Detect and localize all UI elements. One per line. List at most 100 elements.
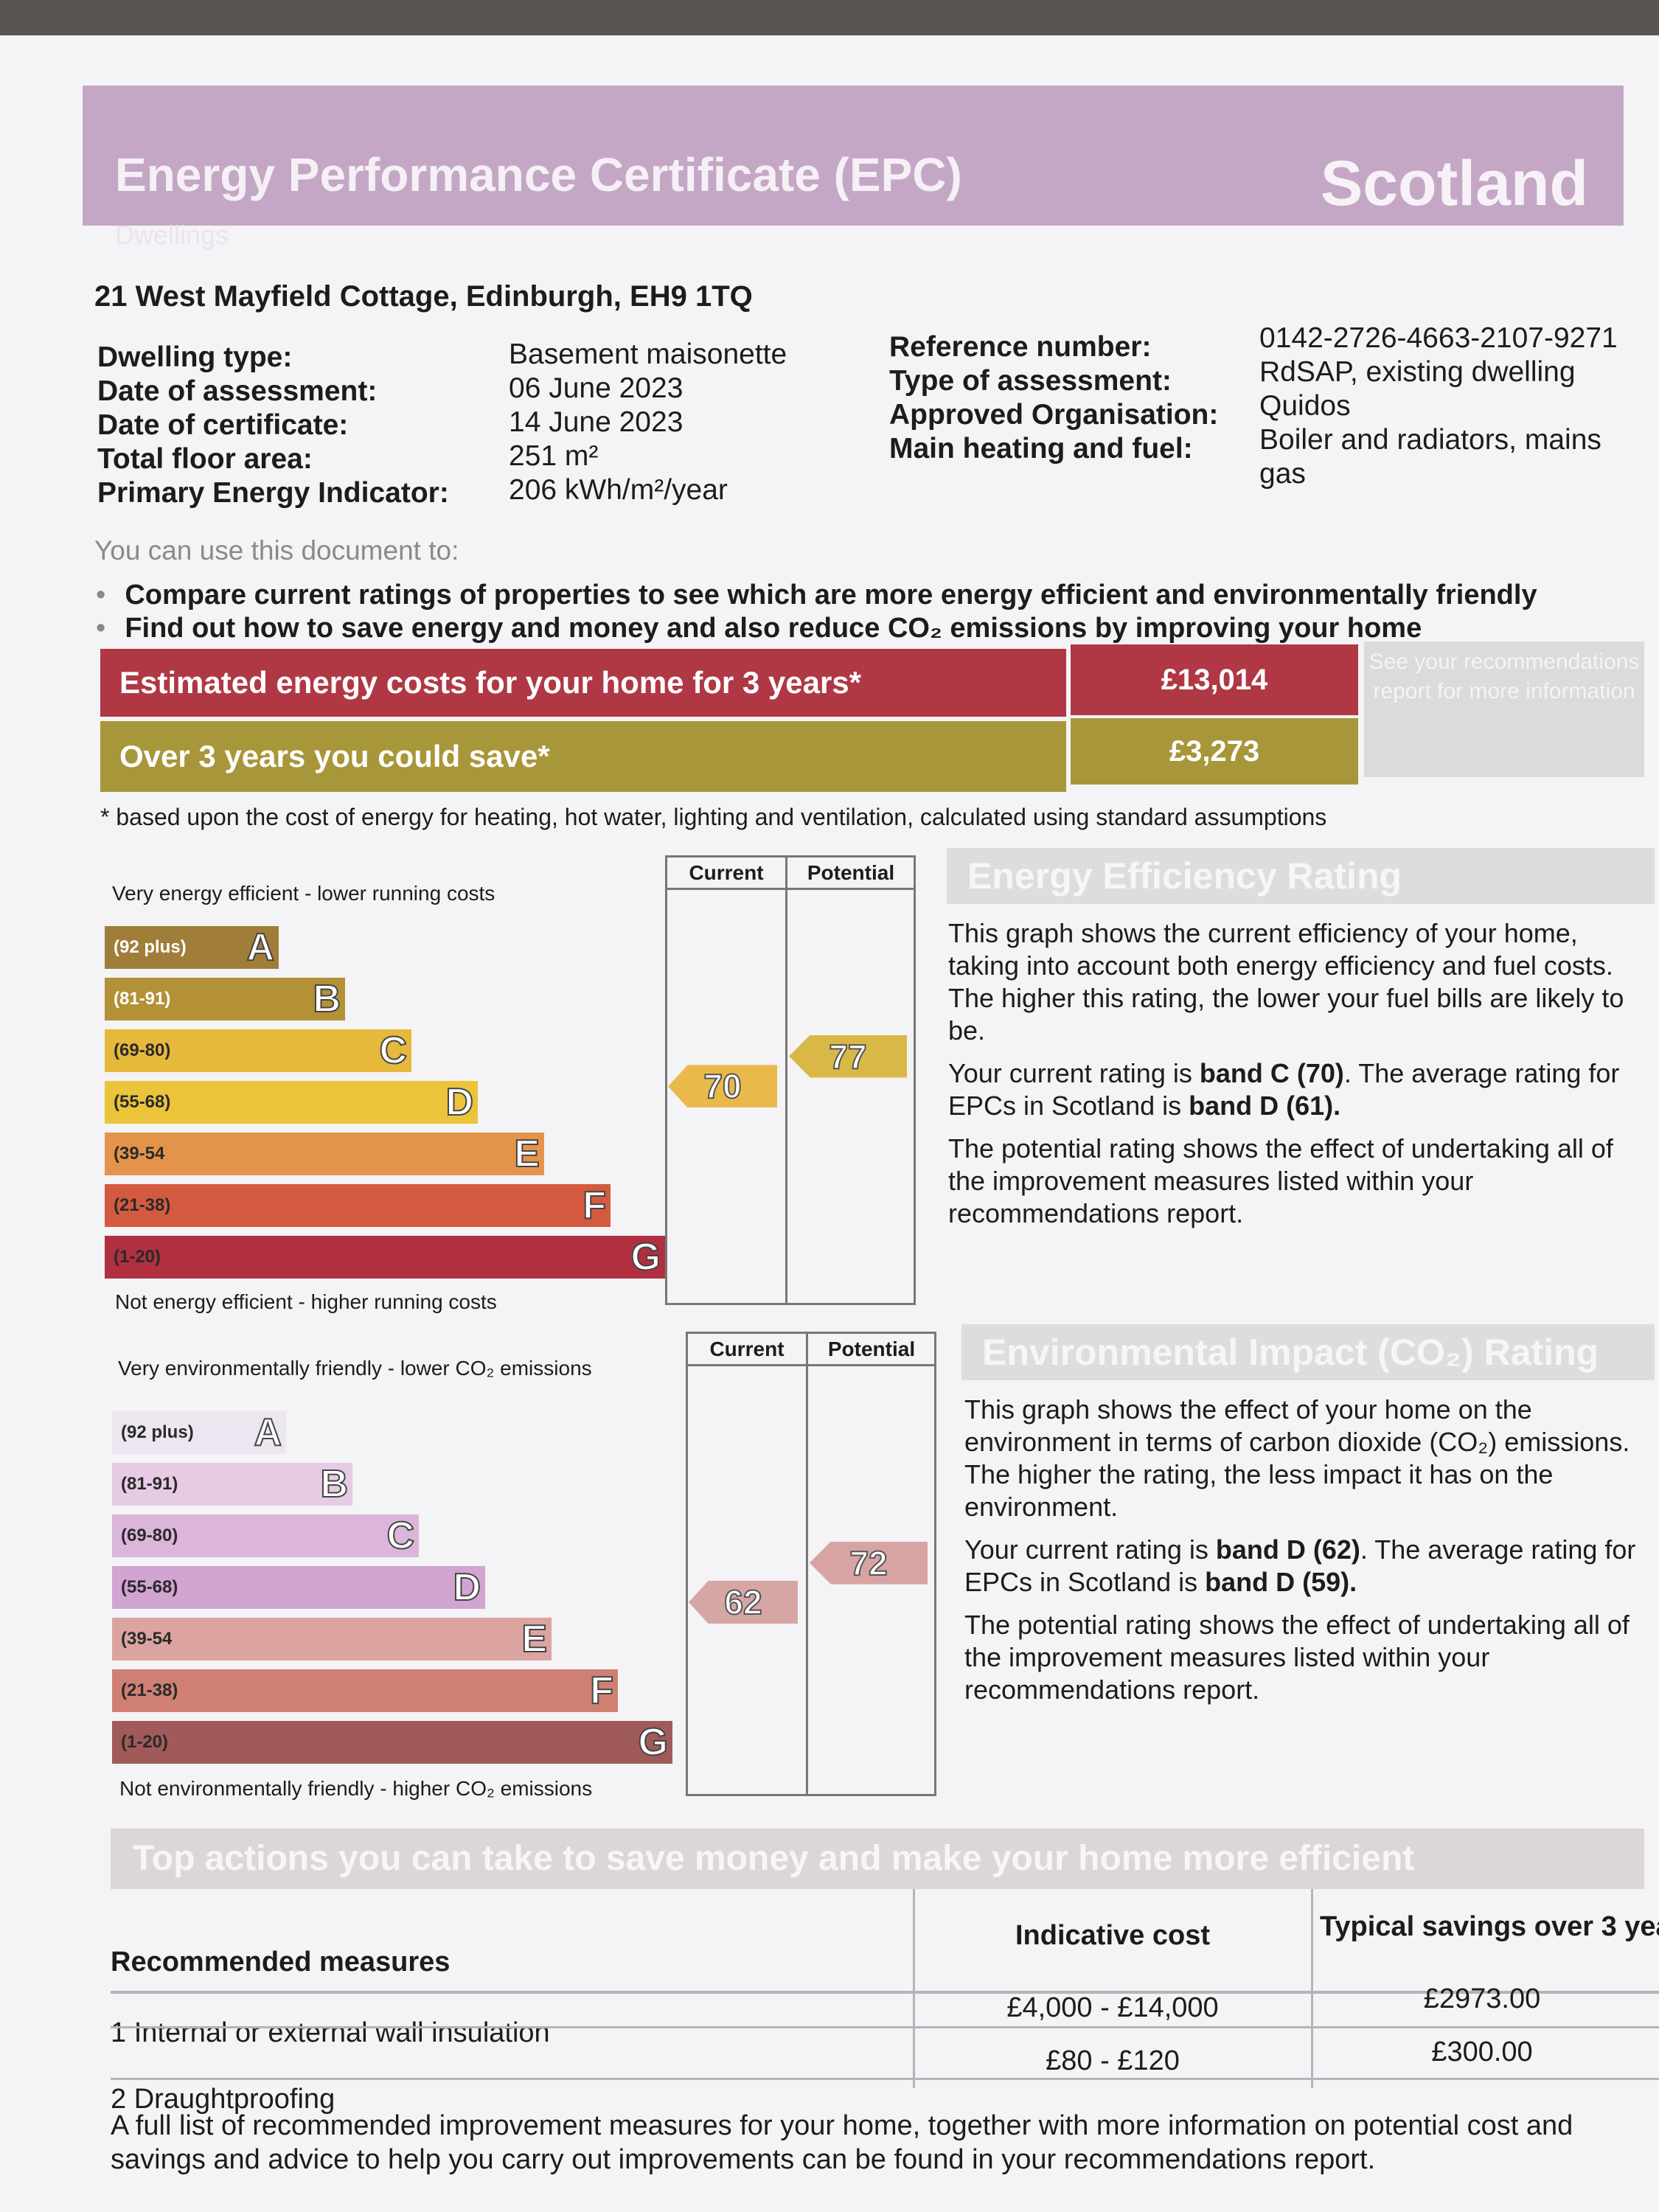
floor-area-value: 251 m² <box>509 440 599 472</box>
dwelling-type-value: Basement maisonette <box>509 338 787 370</box>
detail-label: Date of certificate: <box>97 409 349 441</box>
band-letter: B <box>319 1462 349 1506</box>
band-letter: E <box>521 1617 548 1661</box>
use-item: Find out how to save energy and money an… <box>125 613 1422 644</box>
approved-organisation-value: Quidos <box>1259 390 1351 422</box>
measure-savings: £300.00 <box>1431 2037 1533 2067</box>
details-left-values: Basement maisonette 06 June 2023 14 June… <box>509 338 787 507</box>
band-range: (21-38) <box>114 1195 171 1215</box>
savings-label: Over 3 years you could save* <box>119 739 550 773</box>
uses-list: • Compare current ratings of properties t… <box>96 580 1637 644</box>
costs-footnote: * based upon the cost of energy for heat… <box>100 804 1327 830</box>
property-address: 21 West Mayfield Cottage, Edinburgh, EH9… <box>94 280 753 313</box>
environmental-panel-title: Environmental Impact (CO₂) Rating <box>961 1324 1655 1380</box>
estimated-costs-row: Estimated energy costs for your home for… <box>100 649 1066 717</box>
top-actions-title: Top actions you can take to save money a… <box>111 1829 1644 1889</box>
measures-column-header: Recommended measures <box>111 1947 451 1978</box>
table-divider <box>1311 1889 1313 2088</box>
assessment-type-value: RdSAP, existing dwelling <box>1259 356 1576 388</box>
band-c: (69-80) C <box>112 1514 419 1558</box>
chart-top-caption: Very energy efficient - lower running co… <box>112 882 495 905</box>
band-range: (81-91) <box>121 1474 178 1494</box>
header-banner <box>83 86 1624 226</box>
detail-label: Total floor area: <box>97 443 313 475</box>
band-letter: A <box>253 1411 282 1455</box>
column-header-divider <box>665 888 916 890</box>
details-right-values: 0142-2726-4663-2107-9271 RdSAP, existing… <box>1259 321 1643 491</box>
savings-value: £3,273 <box>1071 718 1358 785</box>
certificate-title: Energy Performance Certificate (EPC) <box>115 148 962 201</box>
band-g: (1-20) G <box>105 1235 665 1279</box>
band-letter: F <box>582 1183 607 1228</box>
current-rating-arrow: 70 <box>668 1065 777 1108</box>
see-recommendations-note: See your recommendations report for more… <box>1364 641 1644 777</box>
rating-columns <box>665 855 916 1305</box>
band-range: (55-68) <box>121 1577 178 1597</box>
cost-column-header: Indicative cost <box>1015 1920 1210 1951</box>
chart-bottom-caption: Not energy efficient - higher running co… <box>115 1290 497 1313</box>
assessment-date-value: 06 June 2023 <box>509 372 684 404</box>
measure-cost: £80 - £120 <box>1046 2045 1180 2076</box>
bullet-icon: • <box>96 613 106 644</box>
savings-row: Over 3 years you could save* <box>100 721 1066 792</box>
band-letter: C <box>378 1029 408 1073</box>
estimated-costs-label: Estimated energy costs for your home for… <box>119 665 862 700</box>
energy-efficiency-panel: This graph shows the current efficiency … <box>948 917 1649 1230</box>
table-divider <box>913 1889 915 2088</box>
potential-column-label: Potential <box>827 1338 916 1360</box>
current-band-text: band D (62) <box>1215 1534 1360 1565</box>
rating-columns <box>686 1332 936 1796</box>
certificate-date-value: 14 June 2023 <box>509 406 684 438</box>
column-header-divider <box>686 1364 936 1366</box>
current-rating-arrow: 62 <box>689 1581 798 1624</box>
environmental-impact-chart: Very environmentally friendly - lower CO… <box>111 1332 936 1811</box>
text-run: Your current rating is <box>948 1058 1200 1088</box>
measure-name: 1 Internal or external wall insulation <box>111 2017 550 2048</box>
band-a: (92 plus) A <box>112 1411 286 1455</box>
detail-label: Reference number: <box>889 331 1152 363</box>
average-band-text: band D (59). <box>1205 1567 1357 1597</box>
band-range: (92 plus) <box>114 937 187 957</box>
detail-label: Approved Organisation: <box>889 399 1219 431</box>
band-f: (21-38) F <box>112 1669 618 1713</box>
column-divider <box>806 1332 808 1796</box>
band-range: (1-20) <box>121 1732 169 1752</box>
energy-panel-description: This graph shows the current efficiency … <box>948 918 1624 1046</box>
potential-rating-arrow: 77 <box>789 1034 907 1078</box>
table-rule <box>111 2026 1659 2028</box>
band-range: (1-20) <box>114 1247 161 1267</box>
band-d: (55-68) D <box>105 1080 478 1124</box>
band-range: (92 plus) <box>121 1422 194 1442</box>
band-d: (55-68) D <box>112 1565 485 1610</box>
detail-label: Main heating and fuel: <box>889 433 1193 465</box>
band-b: (81-91) B <box>105 977 345 1021</box>
band-letter: D <box>445 1080 474 1124</box>
reference-number-value: 0142-2726-4663-2107-9271 <box>1259 322 1618 354</box>
average-band-text: band D (61). <box>1189 1091 1341 1121</box>
text-run: . The average rating for EPCs in Scotlan… <box>948 1058 1620 1121</box>
band-range: (81-91) <box>114 989 171 1009</box>
bullet-icon: • <box>96 580 106 611</box>
band-b: (81-91) B <box>112 1462 352 1506</box>
band-c: (69-80) C <box>105 1029 411 1073</box>
band-range: (55-68) <box>114 1092 171 1112</box>
savings-column-header: Typical savings over 3 years <box>1320 1911 1659 1942</box>
text-run: . The average rating for EPCs in Scotlan… <box>964 1534 1636 1597</box>
measure-savings: £2973.00 <box>1423 1983 1541 2014</box>
band-range: (21-38) <box>121 1680 178 1700</box>
measure-name: 2 Draughtproofing <box>111 2084 335 2115</box>
band-a: (92 plus) A <box>105 925 279 970</box>
environmental-panel: This graph shows the effect of your home… <box>964 1394 1655 1706</box>
potential-rating-arrow: 72 <box>810 1541 928 1585</box>
current-column-label: Current <box>689 861 764 884</box>
env-panel-potential: The potential rating shows the effect of… <box>964 1610 1630 1705</box>
table-rule <box>111 2078 1659 2080</box>
text-run: Your current rating is <box>964 1534 1216 1565</box>
band-letter: D <box>452 1565 481 1610</box>
table-rule <box>111 1991 1659 1994</box>
details-right: Reference number: Type of assessment: Ap… <box>889 330 1218 466</box>
band-g: (1-20) G <box>112 1720 672 1764</box>
band-range: (39-54 <box>121 1629 173 1649</box>
band-f: (21-38) F <box>105 1183 611 1228</box>
primary-energy-value: 206 kWh/m²/year <box>509 474 728 506</box>
